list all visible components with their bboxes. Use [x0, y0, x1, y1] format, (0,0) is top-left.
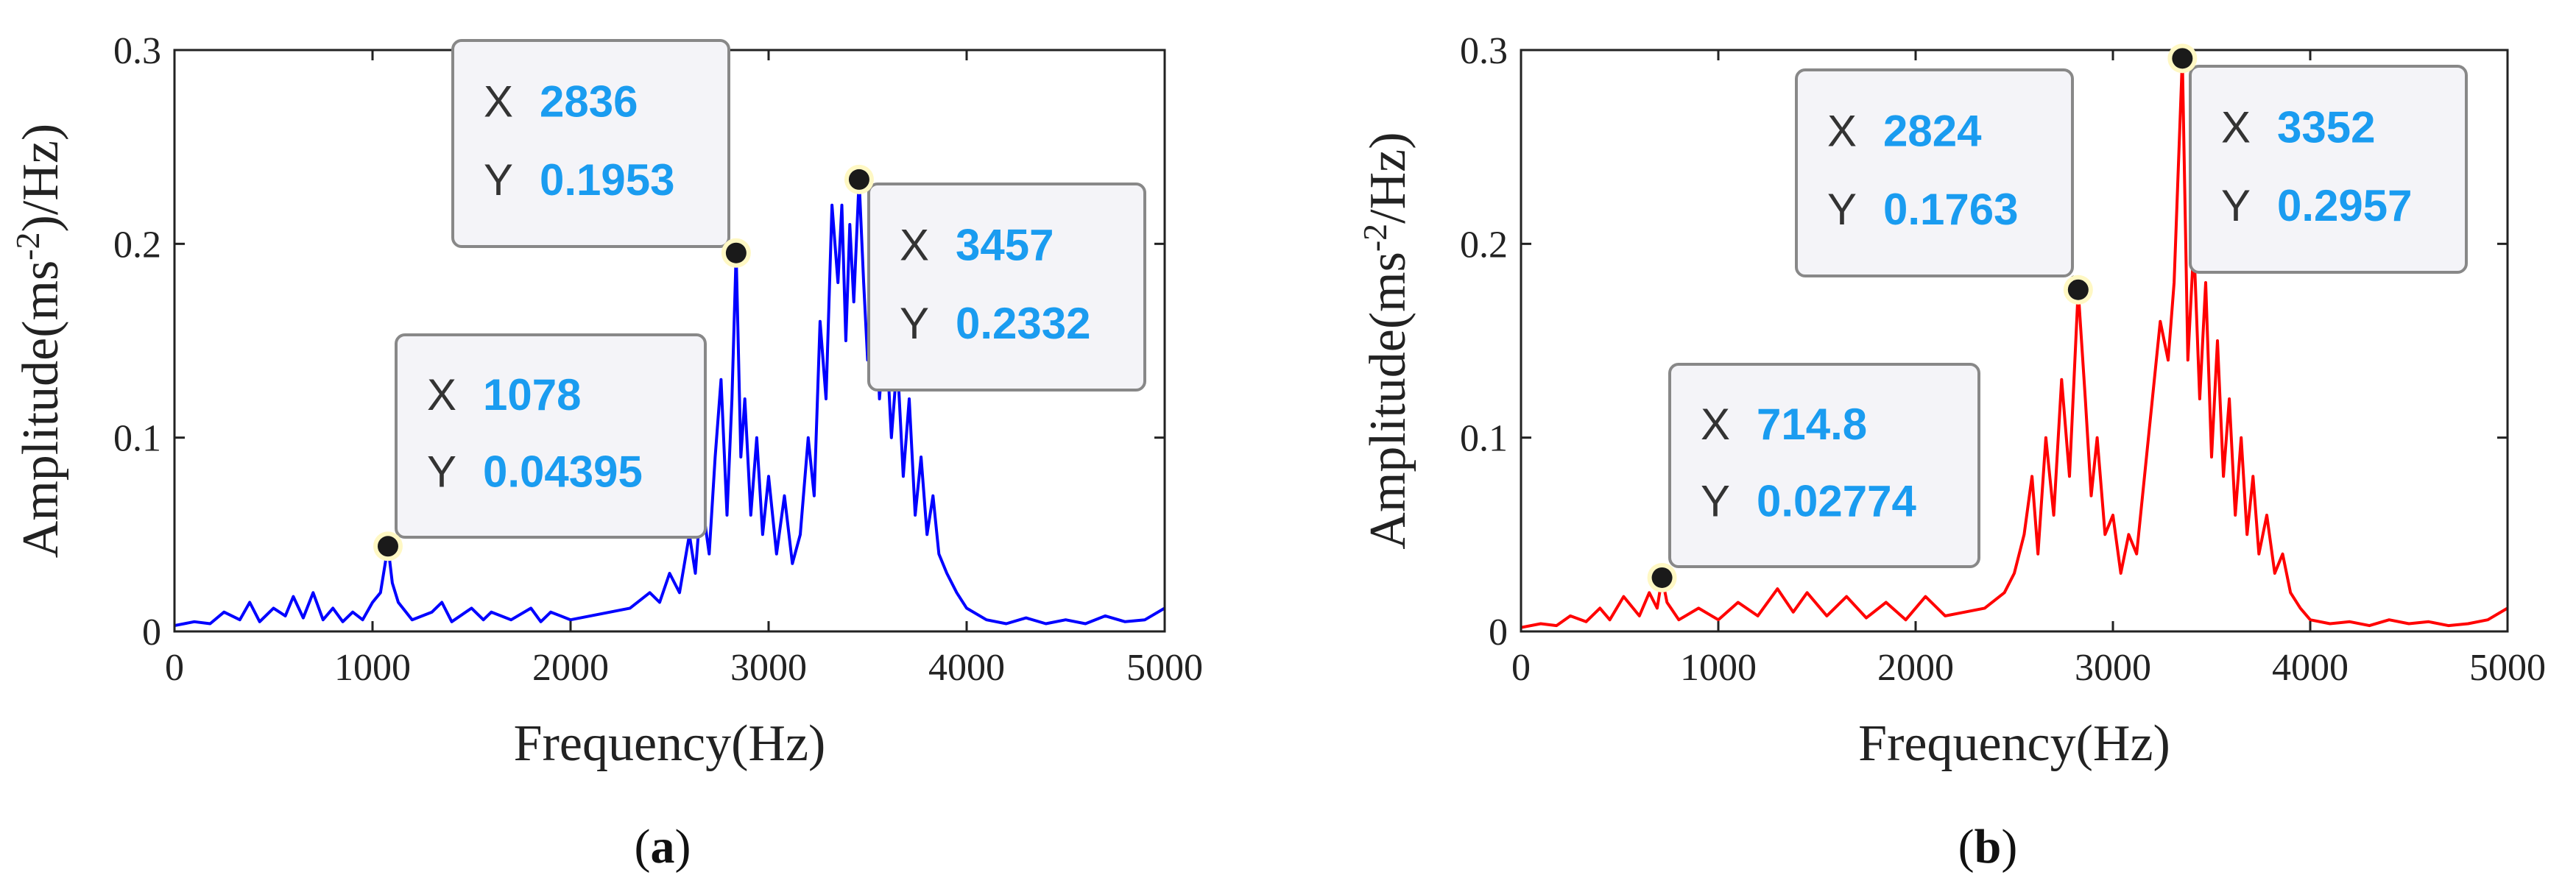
panel-b-datatip: X 2824 Y 0.1763 — [1795, 68, 2093, 305]
panel-a-x-tick-label: 4000 — [928, 647, 1005, 689]
panel-a-x-tick-label: 5000 — [1126, 647, 1203, 689]
panel-a-y-axis-title-part: Amplitude(ms — [13, 261, 69, 558]
panel-b-x-tick-label: 3000 — [2075, 647, 2151, 689]
panel-b-datatip-y-value: 0.2957 — [2277, 181, 2413, 230]
panel-b-y-tick-label: 0.1 — [1460, 418, 1508, 460]
panel-a-datatip-x-key: X — [900, 221, 929, 270]
panel-a-datatip-x-value: 3457 — [956, 221, 1054, 270]
panel-b-datatip: X 714.8 Y 0.02774 — [1647, 363, 1980, 592]
panel-b-panel-label-paren: ( — [1958, 820, 1975, 874]
panel-a-datatip-y-value: 0.04395 — [483, 447, 643, 496]
panel-a-datatip-marker — [848, 169, 869, 190]
panel-a-y-tick-label: 0.1 — [113, 418, 161, 460]
panel-b-datatip-box — [1668, 363, 1980, 568]
panel-a-datatip-y-key: Y — [484, 155, 513, 205]
panel-b-x-tick-label: 2000 — [1877, 647, 1954, 689]
panel-b-chart: 0 1000 2000 3000 4000 5000 0 0.1 0.2 0.3 Frequency… — [1356, 30, 2547, 772]
panel-b-datatip-x-key: X — [1827, 107, 1857, 156]
panel-a-datatip-box — [867, 183, 1146, 392]
panel-a-series-line-0 — [174, 177, 1166, 628]
panel-b-datatip-x-key: X — [1701, 400, 1730, 449]
panel-a-chart: 0 1000 2000 3000 4000 5000 0 0.1 0.2 0.3 Frequency… — [9, 30, 1204, 772]
panel-a-panel-label: (a) — [635, 820, 691, 874]
panel-a-datatip: X 3457 Y 0.2332 — [844, 164, 1146, 392]
panel-a-datatip-y-value: 0.1953 — [540, 155, 675, 205]
panel-b-x-tick-label: 4000 — [2272, 647, 2349, 689]
panel-a-y-axis-title: Amplitude(ms-2)/Hz) — [9, 124, 70, 558]
panel-b-datatip-box — [1795, 68, 2074, 277]
panel-b-axes-box — [1520, 49, 2509, 633]
panel-b-panel-label-paren: ) — [2001, 820, 2017, 874]
panel-b-panel-label-letter: b — [1975, 820, 2002, 874]
panel-b-datatip: X 3352 Y 0.2957 — [2167, 43, 2468, 274]
panel-a-panel-label-paren: ) — [675, 820, 691, 874]
panel-a-datatip-box — [395, 333, 707, 539]
panel-a-datatip: X 2836 Y 0.1953 — [451, 39, 751, 268]
panel-a-datatip-x-value: 1078 — [483, 370, 581, 419]
panel-b-datatip-box — [2189, 65, 2468, 274]
panel-b-y-axis-title-part: /Hz) — [1360, 132, 1416, 223]
panel-a-x-tick-label: 3000 — [730, 647, 807, 689]
panel-a-datatip-y-key: Y — [427, 447, 456, 496]
panel-a-datatip-x-value: 2836 — [540, 77, 638, 127]
panel-a-y-axis-title-superscript: -2 — [9, 232, 46, 260]
panel-b-y-tick-label: 0 — [1489, 612, 1508, 654]
panel-b-datatip-marker — [2172, 48, 2193, 69]
panel-a-datatip-y-key: Y — [900, 299, 929, 348]
panel-a-x-axis-title: Frequency(Hz) — [514, 715, 826, 772]
panel-b-panel-label: (b) — [1958, 820, 2018, 874]
panel-b-y-axis-title: Amplitude(ms-2/Hz) — [1356, 132, 1417, 549]
panel-a-datatip-marker — [377, 536, 398, 557]
panel-b-datatip-y-value: 0.1763 — [1883, 185, 2019, 234]
panel-b-x-axis-title: Frequency(Hz) — [1858, 715, 2170, 772]
panel-a-y-tick-label: 0.2 — [113, 224, 161, 266]
panel-b-datatip-y-key: Y — [2221, 181, 2251, 230]
panel-b-x-tick-label: 0 — [1511, 647, 1531, 689]
panel-b-y-axis-title-part: Amplitude(ms — [1360, 252, 1416, 549]
panel-b-datatip-x-key: X — [2221, 103, 2251, 152]
panel-b-datatip-x-value: 3352 — [2277, 103, 2375, 152]
panel-a-x-tick-label: 1000 — [334, 647, 411, 689]
panel-a-datatip-x-key: X — [427, 370, 456, 419]
panel-b-x-tick-label: 5000 — [2469, 647, 2546, 689]
panel-b-datatip-x-value: 2824 — [1883, 107, 1982, 156]
panel-a-x-tick-label: 2000 — [532, 647, 609, 689]
panel-b-datatip-marker — [2067, 279, 2089, 300]
panel-b-datatip-x-value: 714.8 — [1757, 400, 1867, 449]
panel-b-datatip-y-value: 0.02774 — [1757, 476, 1917, 525]
panel-a-datatip-marker — [725, 242, 747, 263]
panel-a-datatip-x-key: X — [484, 77, 513, 127]
panel-a-x-tick-label: 0 — [165, 647, 184, 689]
panel-b-series-line-0 — [1520, 57, 2509, 629]
panel-a-y-axis-title-part: )/Hz) — [13, 124, 69, 233]
panel-a-panel-label-letter: a — [651, 820, 675, 874]
panel-b-y-tick-label: 0.2 — [1460, 224, 1508, 266]
panel-a-y-tick-label: 0 — [142, 612, 161, 654]
panel-a-datatip-y-value: 0.2332 — [956, 299, 1091, 348]
panel-b-y-tick-label: 0.3 — [1460, 30, 1508, 72]
panel-a-y-tick-label: 0.3 — [113, 30, 161, 72]
panel-b-y-axis-title-superscript: -2 — [1356, 224, 1394, 252]
panel-a-datatip: X 1078 Y 0.04395 — [373, 333, 707, 562]
panel-b-datatip-y-key: Y — [1827, 185, 1857, 234]
panel-a-panel-label-paren: ( — [635, 820, 651, 874]
panel-b-datatip-y-key: Y — [1701, 476, 1730, 525]
panel-b-x-tick-label: 1000 — [1680, 647, 1757, 689]
panel-b-datatip-marker — [1651, 567, 1673, 588]
panel-a-datatip-box — [451, 39, 730, 248]
